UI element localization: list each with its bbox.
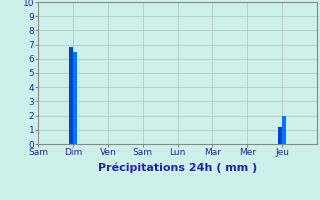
X-axis label: Précipitations 24h ( mm ): Précipitations 24h ( mm ) [98,163,257,173]
Bar [69,47,73,144]
Bar [73,52,77,144]
Bar [282,116,286,144]
Bar [278,127,282,144]
